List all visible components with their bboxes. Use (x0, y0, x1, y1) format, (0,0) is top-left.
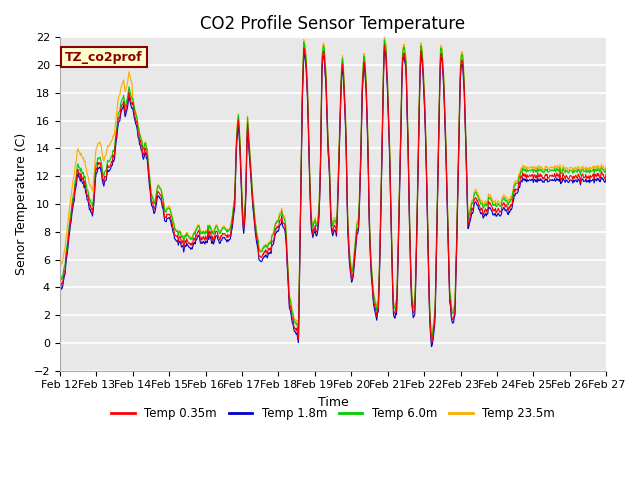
Y-axis label: Senor Temperature (C): Senor Temperature (C) (15, 133, 28, 275)
Temp 23.5m (416, 61, 424, 67)
Temp 23.5m (400, 41, 408, 47)
Temp 0.35m (207, 229, 214, 235)
Temp 6.0m (207, 224, 214, 230)
Temp 6.0m (602, 166, 610, 171)
Temp 0.35m (428, 339, 435, 345)
Line: Temp 23.5m: Temp 23.5m (60, 37, 606, 334)
Temp 23.5m (602, 163, 610, 168)
Temp 0.35m (66, 225, 74, 231)
Temp 0.35m (381, 43, 388, 48)
Temp 23.5m (122, 86, 130, 92)
Temp 1.8m (428, 344, 435, 349)
Title: CO2 Profile Sensor Temperature: CO2 Profile Sensor Temperature (200, 15, 466, 33)
Temp 1.8m (56, 272, 63, 278)
Temp 1.8m (416, 73, 424, 79)
Temp 0.35m (400, 50, 408, 56)
Temp 23.5m (66, 204, 74, 210)
Temp 0.35m (177, 240, 185, 246)
Temp 6.0m (381, 37, 388, 43)
Line: Temp 6.0m: Temp 6.0m (60, 40, 606, 337)
Line: Temp 1.8m: Temp 1.8m (60, 49, 606, 347)
Temp 1.8m (381, 47, 388, 52)
Temp 6.0m (56, 263, 63, 268)
Temp 1.8m (66, 229, 74, 235)
Temp 1.8m (602, 175, 610, 181)
Temp 1.8m (400, 54, 408, 60)
Temp 6.0m (177, 234, 185, 240)
Temp 6.0m (122, 101, 130, 107)
Temp 1.8m (177, 244, 185, 250)
Temp 0.35m (602, 170, 610, 176)
Temp 6.0m (428, 334, 435, 340)
Temp 23.5m (428, 331, 435, 337)
Temp 23.5m (56, 248, 63, 254)
Line: Temp 0.35m: Temp 0.35m (60, 46, 606, 342)
Temp 23.5m (207, 223, 214, 229)
Temp 6.0m (400, 44, 408, 50)
Temp 0.35m (122, 106, 130, 112)
X-axis label: Time: Time (317, 396, 348, 409)
Temp 6.0m (66, 219, 74, 225)
Temp 23.5m (381, 35, 388, 40)
Text: TZ_co2prof: TZ_co2prof (65, 51, 143, 64)
Temp 0.35m (416, 70, 424, 75)
Temp 6.0m (416, 63, 424, 69)
Temp 23.5m (177, 233, 185, 239)
Legend: Temp 0.35m, Temp 1.8m, Temp 6.0m, Temp 23.5m: Temp 0.35m, Temp 1.8m, Temp 6.0m, Temp 2… (106, 402, 559, 425)
Temp 1.8m (207, 234, 214, 240)
Temp 1.8m (122, 111, 130, 117)
Temp 0.35m (56, 267, 63, 273)
